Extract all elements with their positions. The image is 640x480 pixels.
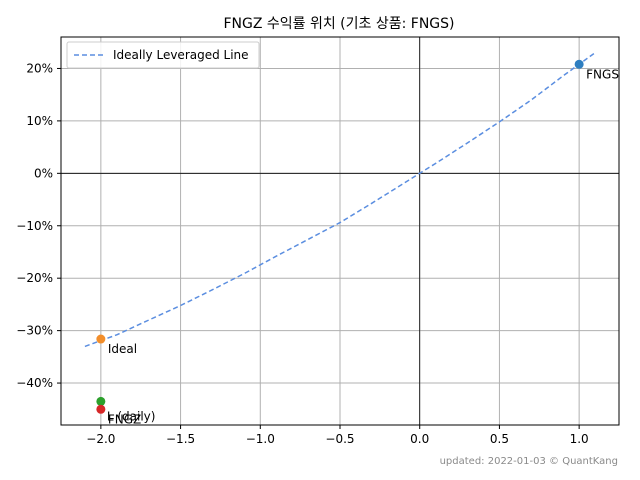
x-tick-label: 0.5	[490, 432, 509, 446]
y-tick-label: 20%	[26, 61, 53, 75]
zero-axis-lines	[61, 37, 619, 425]
ideally-leveraged-line	[84, 52, 596, 348]
point-label: FNGZ	[108, 412, 141, 426]
y-tick-label: −30%	[16, 324, 53, 338]
footer-credit: updated: 2022-01-03 © QuantKang	[440, 456, 618, 467]
y-tick-label: 10%	[26, 114, 53, 128]
data-point-l-daily	[96, 396, 106, 406]
leveraged-line-layer	[84, 52, 596, 348]
point-label: L (daily)	[107, 409, 156, 423]
grid-lines	[61, 37, 619, 425]
x-tick-label: 0.0	[410, 432, 429, 446]
data-points-layer: FNGS Ideal L (daily)FNGZ	[96, 59, 619, 426]
x-axis-ticks: −2.0 −1.5 −1.0 −0.5 0.0 0.5 1.0	[86, 425, 589, 446]
x-tick-label: −1.5	[166, 432, 195, 446]
y-tick-label: −20%	[16, 271, 53, 285]
x-tick-label: −2.0	[86, 432, 115, 446]
data-point-ideal	[96, 334, 106, 344]
chart-title: FNGZ 수익률 위치 (기초 상품: FNGS)	[223, 16, 454, 32]
legend: Ideally Leveraged Line	[66, 41, 260, 69]
y-tick-label: 0%	[34, 166, 53, 180]
y-tick-label: −40%	[16, 376, 53, 390]
y-tick-label: −10%	[16, 219, 53, 233]
data-point-fngz	[96, 404, 106, 414]
point-label: FNGS	[586, 67, 619, 81]
point-label: Ideal	[108, 342, 137, 356]
legend-label: Ideally Leveraged Line	[113, 48, 249, 62]
x-tick-label: −0.5	[325, 432, 354, 446]
y-axis-ticks: 20% 10% 0% −10% −20% −30% −40%	[16, 61, 61, 390]
x-tick-label: 1.0	[570, 432, 589, 446]
x-tick-label: −1.0	[246, 432, 275, 446]
data-point-fngs	[574, 59, 584, 69]
legend-box	[66, 41, 260, 69]
